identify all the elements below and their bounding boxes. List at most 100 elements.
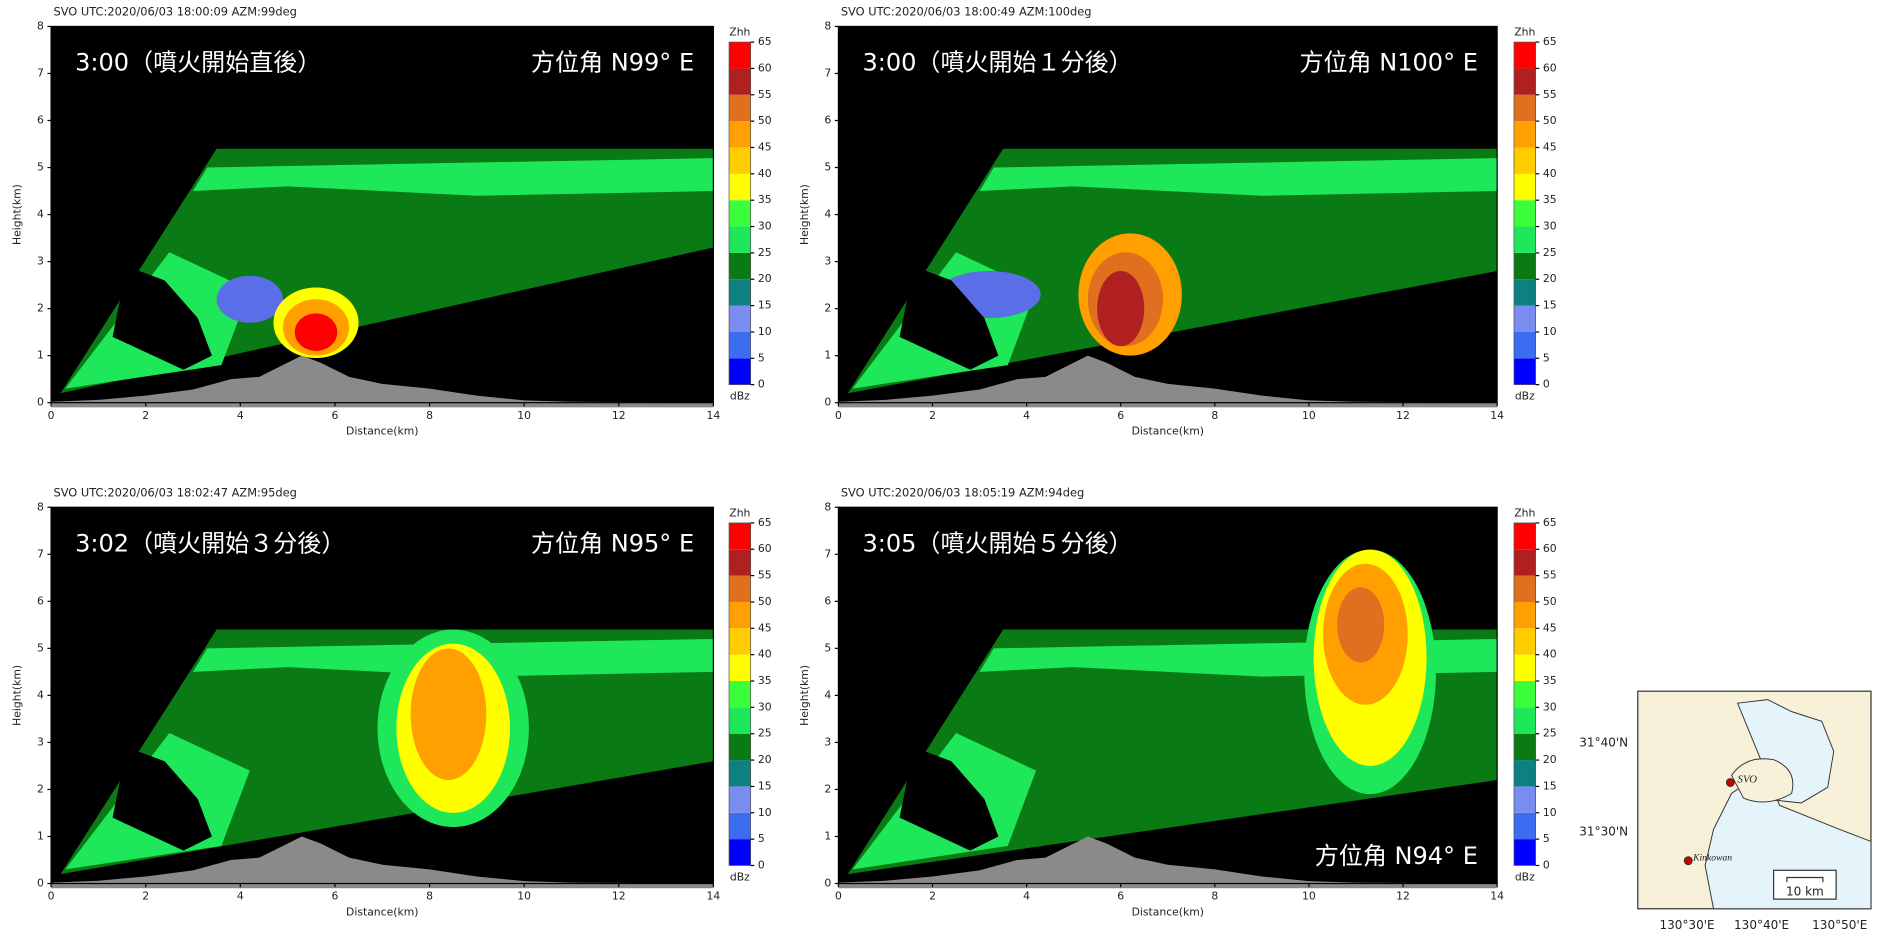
plume xyxy=(1097,271,1144,346)
x-tick-label: 14 xyxy=(707,890,721,903)
colorbar-swatch xyxy=(1514,95,1536,121)
colorbar-swatch xyxy=(1514,174,1536,200)
x-tick-label: 2 xyxy=(929,890,936,903)
radar-panel: 02468101214012345678Distance(km)Height(k… xyxy=(10,5,771,438)
colorbar-swatch xyxy=(729,707,751,733)
y-tick-label: 5 xyxy=(824,161,831,174)
colorbar-swatch xyxy=(729,813,751,839)
azimuth-label: 方位角 N99° E xyxy=(531,49,694,77)
panel-header: SVO UTC:2020/06/03 18:02:47 AZM:95deg xyxy=(53,485,296,499)
colorbar-label: 55 xyxy=(758,569,772,582)
figure: SVO Kinkowan 10 km 31°40'N 31°30'N 130°3… xyxy=(0,0,1886,934)
x-tick-label: 4 xyxy=(237,890,244,903)
colorbar-swatch xyxy=(729,655,751,681)
colorbar-swatch xyxy=(729,68,751,94)
colorbar-label: 35 xyxy=(758,193,772,206)
y-tick-label: 5 xyxy=(37,161,44,174)
y-tick-label: 6 xyxy=(824,594,831,607)
x-tick-label: 14 xyxy=(1490,409,1504,422)
colorbar-swatch xyxy=(729,306,751,332)
colorbar-swatch xyxy=(1514,227,1536,253)
x-tick-label: 0 xyxy=(48,890,55,903)
colorbar-label: 40 xyxy=(758,648,772,661)
colorbar-swatch xyxy=(729,628,751,654)
colorbar-unit: dBz xyxy=(1515,390,1535,403)
x-tick-label: 10 xyxy=(517,409,531,422)
colorbar-swatch xyxy=(1514,628,1536,654)
x-axis-label: Distance(km) xyxy=(346,425,418,438)
y-tick-label: 5 xyxy=(824,641,831,654)
x-tick-label: 8 xyxy=(1211,890,1218,903)
colorbar-label: 25 xyxy=(758,727,772,740)
colorbar-label: 0 xyxy=(758,858,765,871)
colorbar-swatch xyxy=(1514,681,1536,707)
colorbar-label: 5 xyxy=(758,351,765,364)
y-tick-label: 7 xyxy=(824,547,831,560)
y-tick-label: 1 xyxy=(824,829,831,842)
colorbar-unit: dBz xyxy=(730,871,750,884)
colorbar-swatch xyxy=(1514,786,1536,812)
y-axis-label: Height(km) xyxy=(798,665,811,726)
colorbar-unit: dBz xyxy=(730,390,750,403)
colorbar-label: 65 xyxy=(758,516,772,529)
y-tick-label: 2 xyxy=(37,782,44,795)
y-tick-label: 4 xyxy=(37,688,44,701)
colorbar-swatch xyxy=(1514,760,1536,786)
colorbar-label: 15 xyxy=(1543,779,1557,792)
colorbar-label: 45 xyxy=(1543,621,1557,634)
y-tick-label: 3 xyxy=(37,255,44,268)
x-tick-label: 14 xyxy=(1490,890,1504,903)
y-tick-label: 8 xyxy=(824,19,831,32)
colorbar-label: 65 xyxy=(1543,35,1557,48)
time-label: 3:00（噴火開始直後） xyxy=(75,49,321,77)
colorbar-swatch xyxy=(729,549,751,575)
x-tick-label: 10 xyxy=(1302,409,1316,422)
colorbar-label: 15 xyxy=(758,299,772,312)
colorbar-label: 20 xyxy=(758,753,772,766)
colorbar-label: 0 xyxy=(1543,378,1550,391)
y-tick-label: 1 xyxy=(824,349,831,362)
x-tick-label: 8 xyxy=(426,890,433,903)
colorbar-label: 20 xyxy=(758,272,772,285)
colorbar-swatch xyxy=(729,681,751,707)
colorbar-swatch xyxy=(729,576,751,602)
colorbar-swatch xyxy=(1514,253,1536,279)
colorbar-swatch xyxy=(729,253,751,279)
scale-label: 10 km xyxy=(1786,884,1824,898)
colorbar-swatch xyxy=(1514,332,1536,358)
x-tick-label: 6 xyxy=(331,409,338,422)
colorbar-swatch xyxy=(729,358,751,384)
colorbar-label: 60 xyxy=(758,542,772,555)
colorbar-label: 35 xyxy=(758,674,772,687)
colorbar-swatch xyxy=(729,760,751,786)
colorbar-label: 60 xyxy=(1543,61,1557,74)
y-tick-label: 3 xyxy=(37,735,44,748)
colorbar-label: 25 xyxy=(758,246,772,259)
plume xyxy=(295,313,338,351)
y-axis-label: Height(km) xyxy=(10,184,23,245)
colorbar-label: 20 xyxy=(1543,272,1557,285)
colorbar-swatch xyxy=(1514,200,1536,226)
colorbar-label: 0 xyxy=(1543,858,1550,871)
colorbar-swatch xyxy=(729,147,751,173)
colorbar-swatch xyxy=(729,174,751,200)
y-tick-label: 8 xyxy=(824,500,831,513)
colorbar-title: Zhh xyxy=(729,25,750,38)
colorbar-label: 10 xyxy=(758,806,772,819)
x-tick-label: 14 xyxy=(707,409,721,422)
panel-header: SVO UTC:2020/06/03 18:05:19 AZM:94deg xyxy=(841,485,1084,499)
x-tick-label: 6 xyxy=(1117,890,1124,903)
colorbar-label: 5 xyxy=(1543,351,1550,364)
colorbar-title: Zhh xyxy=(1514,506,1535,519)
colorbar-label: 5 xyxy=(758,832,765,845)
lon-label: 130°40'E xyxy=(1734,918,1789,932)
location-map: SVO Kinkowan 10 km 31°40'N 31°30'N 130°3… xyxy=(1579,691,1871,932)
colorbar-swatch xyxy=(1514,707,1536,733)
site-label: SVO xyxy=(1738,774,1758,786)
colorbar-title: Zhh xyxy=(1514,25,1535,38)
colorbar-swatch xyxy=(729,786,751,812)
y-tick-label: 2 xyxy=(824,302,831,315)
colorbar-label: 25 xyxy=(1543,727,1557,740)
x-tick-label: 4 xyxy=(1023,890,1030,903)
colorbar-swatch xyxy=(1514,576,1536,602)
